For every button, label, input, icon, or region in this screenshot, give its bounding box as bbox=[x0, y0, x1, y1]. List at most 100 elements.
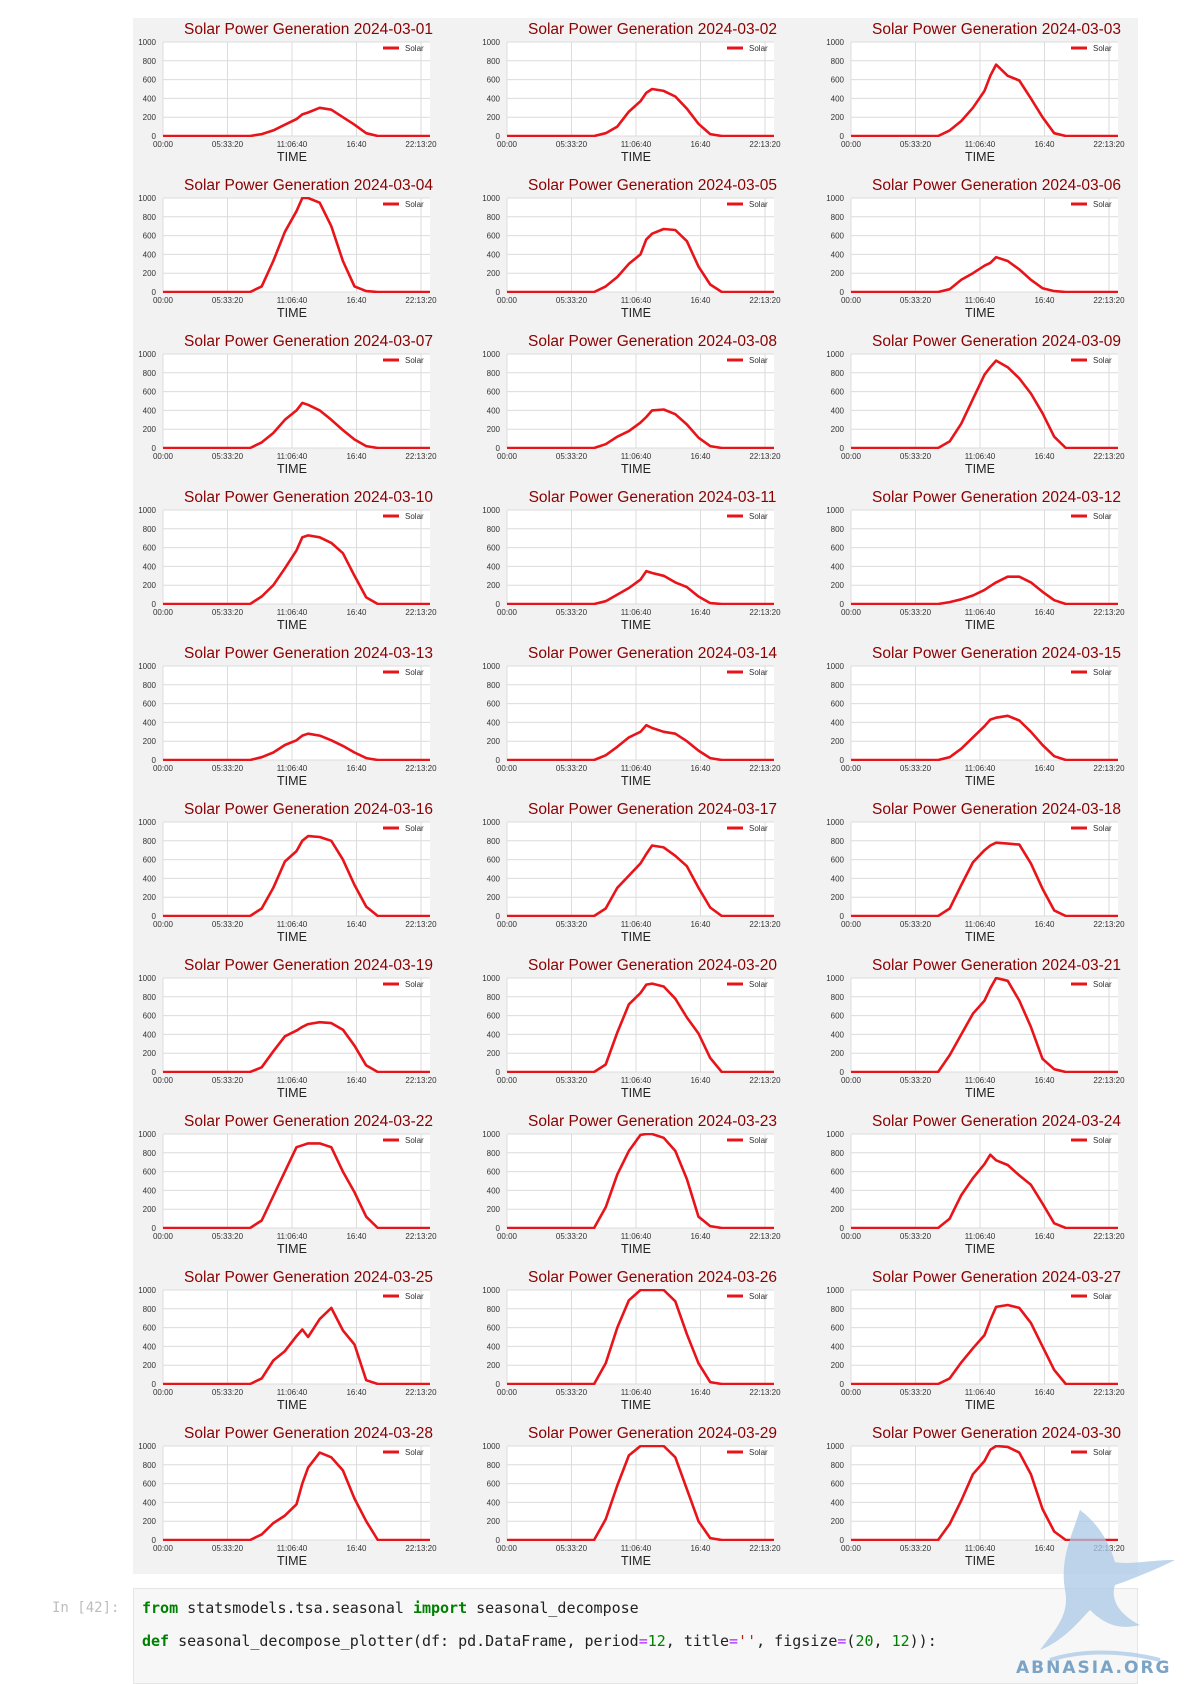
chart-title: Solar Power Generation 2024-03-30 bbox=[872, 1425, 1121, 1442]
x-tick-label: 05:33:20 bbox=[212, 1388, 244, 1397]
chart-svg: Solar Power Generation 2024-03-04 0 200 400… bbox=[138, 177, 437, 320]
y-tick-label: 600 bbox=[487, 76, 501, 85]
chart-panel: Solar Power Generation 2024-03-08 0 200 400… bbox=[477, 330, 794, 480]
series-line-solar bbox=[851, 714, 1118, 761]
x-tick-label: 00:00 bbox=[153, 920, 174, 929]
plot-area bbox=[507, 1290, 774, 1384]
y-tick-label: 0 bbox=[152, 288, 157, 297]
series-line-solar bbox=[507, 1445, 774, 1541]
y-tick-label: 400 bbox=[487, 94, 501, 103]
x-axis-label: TIME bbox=[621, 1398, 651, 1412]
legend-label: Solar bbox=[749, 44, 768, 53]
plot-area bbox=[163, 666, 430, 760]
series-line-solar bbox=[163, 732, 430, 761]
y-tick-label: 800 bbox=[487, 1461, 501, 1470]
y-tick-label: 800 bbox=[831, 57, 845, 66]
y-tick-label: 0 bbox=[840, 132, 845, 141]
x-tick-label: 22:13:20 bbox=[749, 1232, 781, 1241]
y-tick-label: 200 bbox=[143, 269, 157, 278]
x-tick-label: 16:40 bbox=[1034, 920, 1055, 929]
comma: , bbox=[873, 1632, 892, 1650]
x-tick-label: 16:40 bbox=[346, 1076, 367, 1085]
y-tick-label: 0 bbox=[152, 1068, 157, 1077]
y-tick-label: 0 bbox=[152, 444, 157, 453]
series-line-solar bbox=[163, 106, 430, 137]
y-tick-label: 1000 bbox=[138, 1442, 156, 1451]
y-tick-label: 600 bbox=[831, 1480, 845, 1489]
sig-part: , figsize bbox=[756, 1632, 838, 1650]
x-tick-label: 05:33:20 bbox=[556, 1544, 588, 1553]
y-tick-label: 600 bbox=[143, 1012, 157, 1021]
x-tick-label: 05:33:20 bbox=[900, 452, 932, 461]
y-tick-label: 600 bbox=[487, 1168, 501, 1177]
x-axis-label: TIME bbox=[277, 930, 307, 944]
y-tick-label: 200 bbox=[487, 1517, 501, 1526]
y-tick-label: 200 bbox=[831, 1361, 845, 1370]
y-tick-label: 200 bbox=[143, 113, 157, 122]
chart-svg: Solar Power Generation 2024-03-17 0 200 400… bbox=[482, 801, 781, 944]
series-line-solar bbox=[163, 1306, 430, 1385]
watermark-text: ABNASIA.ORG bbox=[1016, 1658, 1172, 1678]
chart-title: Solar Power Generation 2024-03-25 bbox=[184, 1269, 433, 1286]
period-value: 12 bbox=[647, 1632, 666, 1650]
y-tick-label: 1000 bbox=[826, 194, 844, 203]
sig-end: )): bbox=[909, 1632, 937, 1650]
chart-panels: Solar Power Generation 2024-03-01 0 200 400… bbox=[133, 18, 1138, 1574]
y-tick-label: 800 bbox=[487, 525, 501, 534]
x-tick-label: 22:13:20 bbox=[1093, 920, 1125, 929]
x-tick-label: 22:13:20 bbox=[1093, 1388, 1125, 1397]
x-axis-label: TIME bbox=[277, 1086, 307, 1100]
series-line-solar bbox=[851, 359, 1118, 449]
x-tick-label: 00:00 bbox=[841, 920, 862, 929]
x-tick-label: 16:40 bbox=[346, 1232, 367, 1241]
x-tick-label: 00:00 bbox=[153, 1232, 174, 1241]
y-tick-label: 0 bbox=[840, 756, 845, 765]
x-tick-label: 11:06:40 bbox=[621, 452, 652, 461]
y-tick-label: 600 bbox=[831, 76, 845, 85]
legend-label: Solar bbox=[749, 824, 768, 833]
y-tick-label: 800 bbox=[143, 525, 157, 534]
code-editor[interactable]: from statsmodels.tsa.seasonal import sea… bbox=[133, 1588, 1138, 1684]
y-tick-label: 400 bbox=[143, 562, 157, 571]
y-tick-label: 0 bbox=[496, 912, 501, 921]
code-cell[interactable]: In [42]: from statsmodels.tsa.seasonal i… bbox=[0, 1580, 1190, 1684]
chart-panel: Solar Power Generation 2024-03-01 0 200 400… bbox=[133, 18, 450, 168]
y-tick-label: 800 bbox=[143, 213, 157, 222]
chart-title: Solar Power Generation 2024-03-22 bbox=[184, 1113, 433, 1130]
chart-title: Solar Power Generation 2024-03-21 bbox=[872, 957, 1121, 974]
x-axis-label: TIME bbox=[965, 150, 995, 164]
equals-op: = bbox=[729, 1632, 739, 1650]
plot-area bbox=[163, 42, 430, 136]
x-tick-label: 05:33:20 bbox=[212, 452, 244, 461]
y-tick-label: 200 bbox=[143, 893, 157, 902]
x-tick-label: 11:06:40 bbox=[965, 920, 996, 929]
chart-panel: Solar Power Generation 2024-03-13 0 200 400… bbox=[133, 642, 450, 792]
chart-svg: Solar Power Generation 2024-03-21 0 200 400… bbox=[826, 957, 1125, 1100]
y-tick-label: 800 bbox=[831, 213, 845, 222]
x-tick-label: 16:40 bbox=[1034, 1388, 1055, 1397]
chart-title: Solar Power Generation 2024-03-12 bbox=[872, 489, 1121, 506]
y-tick-label: 800 bbox=[831, 369, 845, 378]
x-tick-label: 16:40 bbox=[690, 1544, 711, 1553]
x-tick-label: 00:00 bbox=[841, 1232, 862, 1241]
x-tick-label: 05:33:20 bbox=[212, 608, 244, 617]
plot-area bbox=[507, 1446, 774, 1540]
x-tick-label: 22:13:20 bbox=[749, 452, 781, 461]
y-tick-label: 200 bbox=[487, 425, 501, 434]
chart-title: Solar Power Generation 2024-03-26 bbox=[528, 1269, 777, 1286]
x-axis-label: TIME bbox=[621, 774, 651, 788]
chart-svg: Solar Power Generation 2024-03-13 0 200 400… bbox=[138, 645, 437, 788]
x-tick-label: 05:33:20 bbox=[212, 764, 244, 773]
x-tick-label: 16:40 bbox=[346, 608, 367, 617]
series-line-solar bbox=[507, 1133, 774, 1229]
y-tick-label: 800 bbox=[143, 681, 157, 690]
x-tick-label: 16:40 bbox=[346, 452, 367, 461]
x-tick-label: 11:06:40 bbox=[621, 140, 652, 149]
legend-label: Solar bbox=[1093, 980, 1112, 989]
x-tick-label: 00:00 bbox=[497, 920, 518, 929]
chart-panel: Solar Power Generation 2024-03-07 0 200 400… bbox=[133, 330, 450, 480]
x-tick-label: 11:06:40 bbox=[277, 920, 308, 929]
y-tick-label: 800 bbox=[143, 993, 157, 1002]
x-tick-label: 16:40 bbox=[1034, 608, 1055, 617]
x-tick-label: 22:13:20 bbox=[405, 1232, 437, 1241]
